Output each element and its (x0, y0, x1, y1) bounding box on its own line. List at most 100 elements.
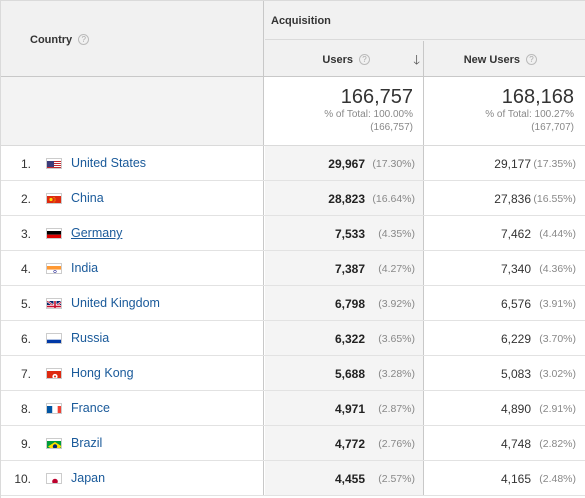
new-users-header-label: New Users (463, 54, 520, 66)
country-link[interactable]: Japan (71, 471, 106, 485)
country-column-header[interactable]: Country? (1, 1, 264, 77)
help-icon[interactable]: ? (526, 54, 537, 65)
new-users-percent: (3.91%) (539, 298, 576, 310)
row-rank: 4. (20, 262, 31, 276)
users-value: 29,967 (328, 157, 365, 171)
new-users-value: 4,748 (500, 437, 531, 451)
sort-descending-icon[interactable]: 🡓 (413, 52, 420, 67)
new-users-percent: (2.91%) (539, 403, 576, 415)
users-percent: (4.27%) (378, 263, 415, 275)
table-row: 4. India 7,387 (4.27%) 7,340 (4.36%) (1, 251, 585, 286)
table-row: 3. Germany 7,533 (4.35%) 7,462 (4.44%) (1, 216, 585, 251)
new-users-value: 7,462 (500, 227, 531, 241)
users-percent: (17.30%) (372, 158, 415, 170)
new-users-value: 6,576 (500, 297, 531, 311)
country-header-label: Country (30, 34, 73, 46)
hk-flag-icon (46, 368, 62, 379)
new-users-total-value: 168,168 (501, 86, 574, 108)
new-users-value: 5,083 (500, 367, 531, 381)
new-users-percent: (3.70%) (539, 333, 576, 345)
row-rank: 1. (20, 157, 31, 171)
row-rank: 7. (20, 367, 31, 381)
new-users-total-absolute: (167,707) (531, 122, 574, 133)
users-column-header[interactable]: Users? 🡓 (265, 41, 424, 77)
us-flag-icon (46, 158, 62, 169)
table-row: 9. Brazil 4,772 (2.76%) 4,748 (2.82%) (1, 426, 585, 461)
table-row: 2. China 28,823 (16.64%) 27,836 (16.55%) (1, 181, 585, 216)
users-percent: (2.57%) (378, 473, 415, 485)
users-value: 7,533 (334, 227, 365, 241)
new-users-value: 4,890 (500, 402, 531, 416)
users-percent: (3.28%) (378, 368, 415, 380)
table-body: 1. United States 29,967 (17.30%) 29,177 (17… (1, 146, 585, 496)
new-users-column-header[interactable]: New Users? (425, 41, 585, 77)
row-rank: 8. (20, 402, 31, 416)
new-users-value: 6,229 (500, 332, 531, 346)
users-value: 6,322 (334, 332, 365, 346)
row-rank: 6. (20, 332, 31, 346)
table-row: 7. Hong Kong 5,688 (3.28%) 5,083 (3.02%) (1, 356, 585, 391)
new-users-total-percent: % of Total: 100.27% (485, 109, 574, 120)
new-users-percent: (4.36%) (539, 263, 576, 275)
new-users-total-cell: 168,168 % of Total: 100.27% (167,707) (425, 77, 585, 145)
country-link[interactable]: Hong Kong (71, 366, 134, 380)
acquisition-group-header: Acquisition (265, 1, 585, 40)
table-row: 1. United States 29,967 (17.30%) 29,177 (17… (1, 146, 585, 181)
users-total-value: 166,757 (340, 86, 413, 108)
table-row: 5. United Kingdom 6,798 (3.92%) 6,576 (3.91… (1, 286, 585, 321)
br-flag-icon (46, 438, 62, 449)
cn-flag-icon (46, 193, 62, 204)
new-users-percent: (2.48%) (539, 473, 576, 485)
users-value: 4,772 (334, 437, 365, 451)
row-rank: 9. (20, 437, 31, 451)
users-value: 28,823 (328, 192, 365, 206)
new-users-value: 7,340 (500, 262, 531, 276)
ru-flag-icon (46, 333, 62, 344)
acquisition-label: Acquisition (271, 15, 331, 27)
users-percent: (3.65%) (378, 333, 415, 345)
users-percent: (16.64%) (372, 193, 415, 205)
row-rank: 2. (20, 192, 31, 206)
new-users-percent: (2.82%) (539, 438, 576, 450)
new-users-value: 27,836 (494, 192, 531, 206)
users-header-label: Users (322, 54, 353, 66)
country-link[interactable]: Brazil (71, 436, 103, 450)
in-flag-icon (46, 263, 62, 274)
users-percent: (2.87%) (378, 403, 415, 415)
table-row: 8. France 4,971 (2.87%) 4,890 (2.91%) (1, 391, 585, 426)
country-link[interactable]: United States (71, 156, 147, 170)
users-total-cell: 166,757 % of Total: 100.00% (166,757) (265, 77, 424, 145)
de-flag-icon (46, 228, 62, 239)
new-users-value: 29,177 (494, 157, 531, 171)
users-total-absolute: (166,757) (370, 122, 413, 133)
new-users-percent: (3.02%) (539, 368, 576, 380)
country-link[interactable]: United Kingdom (71, 296, 160, 310)
users-value: 4,455 (334, 472, 365, 486)
help-icon[interactable]: ? (359, 54, 370, 65)
country-link[interactable]: Russia (71, 331, 110, 345)
jp-flag-icon (46, 473, 62, 484)
table-row: 10. Japan 4,455 (2.57%) 4,165 (2.48%) (1, 461, 585, 496)
users-percent: (4.35%) (378, 228, 415, 240)
fr-flag-icon (46, 403, 62, 414)
new-users-percent: (17.35%) (533, 158, 576, 170)
users-value: 5,688 (334, 367, 365, 381)
totals-label-cell (1, 77, 264, 145)
totals-row: 166,757 % of Total: 100.00% (166,757) 16… (1, 77, 585, 146)
new-users-percent: (4.44%) (539, 228, 576, 240)
users-value: 6,798 (334, 297, 365, 311)
country-link[interactable]: France (71, 401, 110, 415)
row-rank: 5. (20, 297, 31, 311)
row-rank: 10. (14, 472, 31, 486)
users-total-percent: % of Total: 100.00% (324, 109, 413, 120)
new-users-value: 4,165 (500, 472, 531, 486)
country-link[interactable]: India (71, 261, 99, 275)
users-percent: (3.92%) (378, 298, 415, 310)
users-value: 4,971 (334, 402, 365, 416)
table-row: 6. Russia 6,322 (3.65%) 6,229 (3.70%) (1, 321, 585, 356)
country-link[interactable]: China (71, 191, 104, 205)
country-link[interactable]: Germany (71, 226, 123, 240)
help-icon[interactable]: ? (78, 34, 90, 45)
users-value: 7,387 (334, 262, 365, 276)
